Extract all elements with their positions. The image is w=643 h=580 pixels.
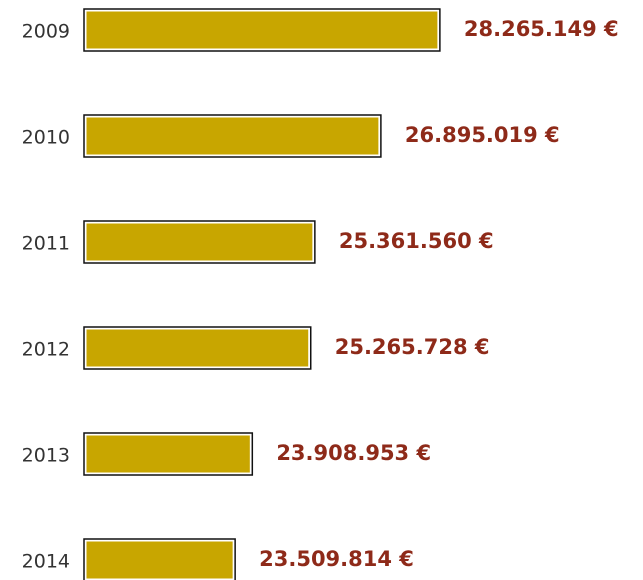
category-label: 2009 — [22, 21, 70, 43]
value-label: 28.265.149 € — [464, 17, 619, 41]
category-label: 2013 — [22, 445, 70, 467]
bar — [86, 541, 233, 579]
bar — [86, 223, 313, 261]
bar — [86, 329, 309, 367]
value-label: 25.361.560 € — [339, 229, 494, 253]
category-label: 2011 — [22, 233, 70, 255]
category-label: 2010 — [22, 127, 70, 149]
value-label: 23.908.953 € — [276, 441, 431, 465]
value-label: 25.265.728 € — [335, 335, 490, 359]
category-label: 2014 — [22, 551, 70, 573]
category-label: 2012 — [22, 339, 70, 361]
bar — [86, 11, 438, 49]
value-label: 26.895.019 € — [405, 123, 560, 147]
value-label: 23.509.814 € — [259, 547, 414, 571]
bar — [86, 117, 379, 155]
bar — [86, 435, 250, 473]
